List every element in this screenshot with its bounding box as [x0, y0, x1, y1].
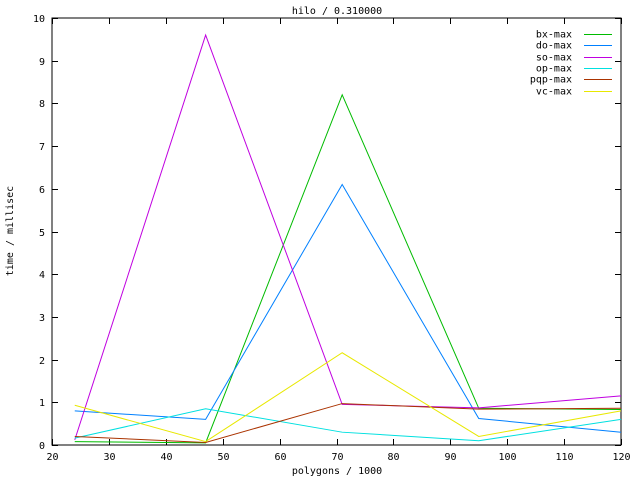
y-tick-label: 3 — [39, 313, 45, 324]
series-line-op-max — [74, 408, 622, 442]
series-line-so-max — [74, 33, 622, 441]
x-tick-label: 90 — [444, 452, 456, 463]
y-tick-label: 2 — [39, 356, 45, 367]
x-tick-label: 30 — [103, 452, 115, 463]
series-line-pqp-max — [74, 403, 622, 443]
y-tick-label: 5 — [39, 228, 45, 239]
x-tick-label: 60 — [274, 452, 286, 463]
y-tick-label: 0 — [39, 441, 45, 452]
y-tick-label: 10 — [33, 14, 45, 25]
y-tick-label: 9 — [39, 57, 45, 68]
x-tick-label: 40 — [160, 452, 172, 463]
chart-title: hilo / 0.310000 — [292, 6, 382, 17]
y-tick-label: 6 — [39, 185, 45, 196]
series-line-bx-max — [74, 93, 622, 444]
x-tick-label: 120 — [612, 452, 630, 463]
x-tick-label: 80 — [387, 452, 399, 463]
legend-label-pqp-max: pqp-max — [530, 75, 572, 86]
x-axis-label: polygons / 1000 — [292, 466, 382, 477]
series-line-do-max — [74, 183, 622, 433]
x-tick-label: 20 — [46, 452, 58, 463]
chart-generated-layer: 20 30 40 50 60 70 80 90 100 110 120 0 1 2 3 4 5 6 7 8 9 10 bx-… — [33, 14, 631, 463]
legend-label-so-max: so-max — [536, 53, 572, 64]
legend-label-do-max: do-max — [536, 41, 572, 52]
x-tick-label: 110 — [555, 452, 573, 463]
plot-border — [51, 17, 622, 446]
series-line-vc-max — [74, 352, 622, 443]
x-tick-label: 70 — [331, 452, 343, 463]
x-tick-label: 100 — [498, 452, 516, 463]
legend-label-vc-max: vc-max — [536, 87, 572, 98]
y-tick-label: 1 — [39, 398, 45, 409]
y-tick-label: 8 — [39, 99, 45, 110]
legend-label-bx-max: bx-max — [536, 30, 572, 41]
legend-label-op-max: op-max — [536, 64, 572, 75]
y-tick-label: 7 — [39, 142, 45, 153]
y-axis-label: time / millisec — [5, 186, 16, 276]
y-tick-label: 4 — [39, 270, 45, 281]
x-tick-label: 50 — [217, 452, 229, 463]
